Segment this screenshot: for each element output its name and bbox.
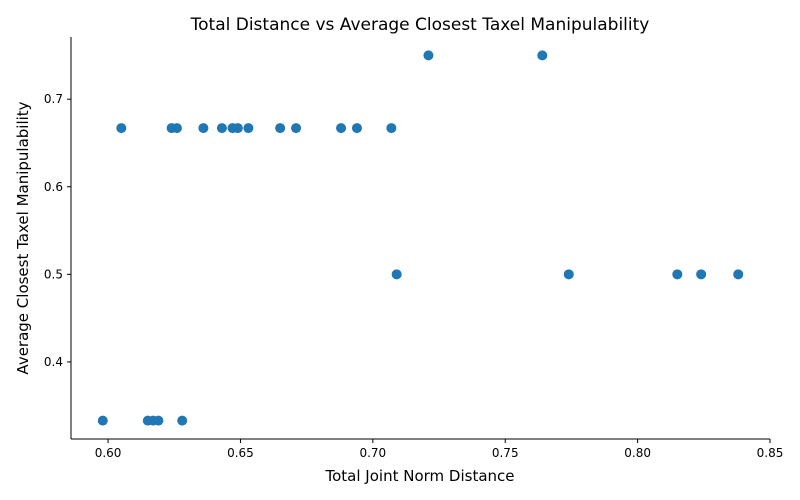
scatter-point	[336, 123, 347, 134]
scatter-point	[275, 123, 286, 134]
x-tick-label: 0.70	[359, 446, 386, 460]
scatter-point	[232, 123, 243, 134]
chart-title: Total Distance vs Average Closest Taxel …	[190, 15, 650, 35]
x-tick-label: 0.60	[95, 446, 122, 460]
scatter-point	[386, 123, 397, 134]
scatter-point	[153, 415, 164, 426]
scatter-point	[391, 269, 402, 280]
scatter-point	[177, 415, 188, 426]
y-tick-label: 0.4	[44, 355, 63, 369]
scatter-point	[171, 123, 182, 134]
scatter-point	[537, 50, 548, 61]
y-tick-label: 0.7	[44, 92, 63, 106]
scatter-point	[423, 50, 434, 61]
x-tick-label: 0.75	[492, 446, 519, 460]
y-axis-ticks: 0.4 0.5 0.6 0.7	[44, 92, 71, 369]
y-tick-label: 0.5	[44, 267, 63, 281]
x-axis-title: Total Joint Norm Distance	[325, 467, 515, 485]
y-axis-title: Average Closest Taxel Manipulability	[14, 101, 32, 374]
x-tick-label: 0.65	[227, 446, 254, 460]
scatter-point	[198, 123, 209, 134]
scatter-point	[672, 269, 683, 280]
x-axis-ticks: 0.60 0.65 0.70 0.75 0.80 0.85	[95, 439, 784, 460]
scatter-point	[243, 123, 254, 134]
x-tick-label: 0.80	[624, 446, 651, 460]
scatter-point	[563, 269, 574, 280]
scatter-point	[696, 269, 707, 280]
y-tick-label: 0.6	[44, 180, 63, 194]
scatter-point	[97, 415, 108, 426]
scatter-point	[116, 123, 127, 134]
x-tick-label: 0.85	[757, 446, 784, 460]
scatter-point	[216, 123, 227, 134]
data-points	[97, 50, 744, 426]
scatter-point	[351, 123, 362, 134]
scatter-point	[733, 269, 744, 280]
scatter-point	[291, 123, 302, 134]
